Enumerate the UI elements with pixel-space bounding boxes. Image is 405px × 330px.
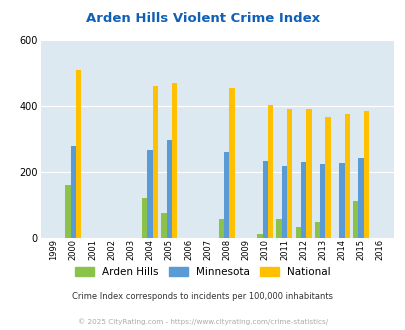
Bar xyxy=(276,219,281,238)
Bar xyxy=(65,185,70,238)
Bar xyxy=(319,164,325,238)
Legend: Arden Hills, Minnesota, National: Arden Hills, Minnesota, National xyxy=(70,263,335,281)
Bar xyxy=(224,152,229,238)
Bar xyxy=(171,83,177,238)
Bar xyxy=(352,201,358,238)
Bar xyxy=(295,227,300,238)
Bar xyxy=(262,161,267,238)
Bar xyxy=(339,163,344,238)
Text: Arden Hills Violent Crime Index: Arden Hills Violent Crime Index xyxy=(86,12,319,24)
Bar xyxy=(152,86,158,238)
Bar xyxy=(166,140,171,238)
Bar xyxy=(281,166,286,238)
Bar xyxy=(300,162,305,238)
Bar xyxy=(218,219,224,238)
Text: © 2025 CityRating.com - https://www.cityrating.com/crime-statistics/: © 2025 CityRating.com - https://www.city… xyxy=(78,318,327,325)
Bar xyxy=(267,105,273,238)
Bar xyxy=(70,146,76,238)
Bar xyxy=(305,109,311,238)
Bar xyxy=(358,158,363,238)
Bar xyxy=(76,70,81,238)
Bar xyxy=(256,234,262,238)
Text: Crime Index corresponds to incidents per 100,000 inhabitants: Crime Index corresponds to incidents per… xyxy=(72,292,333,301)
Bar xyxy=(325,117,330,238)
Bar xyxy=(142,198,147,238)
Bar xyxy=(286,109,292,238)
Bar xyxy=(344,114,349,238)
Bar xyxy=(363,111,368,238)
Bar xyxy=(229,88,234,238)
Bar xyxy=(161,213,166,238)
Bar xyxy=(147,150,152,238)
Bar xyxy=(314,222,319,238)
